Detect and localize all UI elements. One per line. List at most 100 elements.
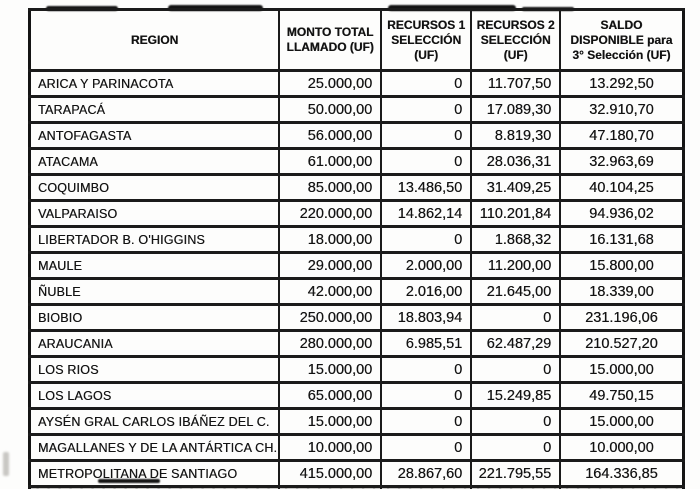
monto-cell: 65.000,00: [278, 381, 383, 410]
recursos2-cell: 1.868,32: [470, 225, 562, 254]
monto-cell: 42.000,00: [278, 277, 383, 306]
saldo-cell: 49.750,15: [559, 381, 685, 410]
total-recursos1-cell: 87.021,69: [380, 485, 473, 489]
region-cell: ÑUBLE: [28, 277, 281, 306]
recursos1-cell: 0: [380, 381, 473, 410]
table-row: TARAPACÁ 50.000,00 0 17.089,30 32.910,70: [28, 95, 685, 124]
monto-cell: 250.000,00: [278, 303, 383, 332]
saldo-cell: 18.339,00: [559, 277, 685, 306]
monto-cell: 220.000,00: [278, 199, 383, 228]
recursos1-cell: 2.016,00: [380, 277, 473, 306]
recursos1-cell: 0: [380, 69, 473, 98]
monto-cell: 29.000,00: [278, 251, 383, 280]
total-recursos2-cell: 541.509,51: [470, 485, 562, 489]
saldo-cell: 231.196,06: [559, 303, 685, 332]
column-header-region: REGION: [28, 8, 281, 72]
monto-cell: 10.000,00: [278, 433, 383, 462]
table-row: METROPOLITANA DE SANTIAGO 415.000,00 28.…: [28, 459, 685, 488]
recursos1-cell: 13.486,50: [380, 173, 473, 202]
monto-cell: 25.000,00: [278, 69, 383, 98]
recursos1-cell: 28.867,60: [380, 459, 473, 488]
table-row: LIBERTADOR B. O'HIGGINS 18.000,00 0 1.86…: [28, 225, 685, 254]
recursos2-cell: 221.795,55: [470, 459, 562, 488]
table-row: COQUIMBO 85.000,00 13.486,50 31.409,25 4…: [28, 173, 685, 202]
total-saldo-cell: 1.007.468,80: [559, 485, 685, 489]
region-cell: COQUIMBO: [28, 173, 281, 202]
saldo-cell: 10.000,00: [559, 433, 685, 462]
monto-cell: 56.000,00: [278, 121, 383, 150]
recursos2-cell: 11.200,00: [470, 251, 562, 280]
saldo-cell: 16.131,68: [559, 225, 685, 254]
monto-cell: 415.000,00: [278, 459, 383, 488]
region-cell: VALPARAISO: [28, 199, 281, 228]
recursos2-cell: 8.819,30: [470, 121, 562, 150]
region-cell: BIOBIO: [28, 303, 281, 332]
region-cell: MAULE: [28, 251, 281, 280]
table-row: ANTOFAGASTA 56.000,00 0 8.819,30 47.180,…: [28, 121, 685, 150]
table-row: LOS RIOS 15.000,00 0 0 15.000,00: [28, 355, 685, 384]
region-cell: TARAPACÁ: [28, 95, 281, 124]
saldo-cell: 32.963,69: [559, 147, 685, 176]
recursos2-cell: 31.409,25: [470, 173, 562, 202]
recursos1-cell: 0: [380, 355, 473, 384]
region-cell: AYSÉN GRAL CARLOS IBÁÑEZ DEL C.: [28, 407, 281, 436]
saldo-cell: 40.104,25: [559, 173, 685, 202]
total-monto-cell: 1.636.000,00: [278, 485, 383, 489]
header-row: REGION MONTO TOTAL LLAMADO (UF) RECURSOS…: [28, 8, 685, 72]
saldo-cell: 32.910,70: [559, 95, 685, 124]
recursos1-cell: 0: [380, 433, 473, 462]
recursos2-cell: 0: [470, 303, 562, 332]
total-row: TOTAL 1.636.000,00 87.021,69 541.509,51 …: [28, 485, 685, 489]
total-label-cell: TOTAL: [28, 485, 281, 489]
saldo-cell: 13.292,50: [559, 69, 685, 98]
recursos1-cell: 0: [380, 95, 473, 124]
recursos2-cell: 28.036,31: [470, 147, 562, 176]
recursos1-cell: 18.803,94: [380, 303, 473, 332]
recursos2-cell: 0: [470, 355, 562, 384]
recursos1-cell: 0: [380, 225, 473, 254]
recursos2-cell: 62.487,29: [470, 329, 562, 358]
column-header-monto: MONTO TOTAL LLAMADO (UF): [278, 8, 383, 72]
table-row: ARAUCANIA 280.000,00 6.985,51 62.487,29 …: [28, 329, 685, 358]
saldo-cell: 210.527,20: [559, 329, 685, 358]
scan-artifact: [3, 452, 9, 476]
table-row: MAGALLANES Y DE LA ANTÁRTICA CH. 10.000,…: [28, 433, 685, 462]
saldo-cell: 15.000,00: [559, 355, 685, 384]
region-cell: LIBERTADOR B. O'HIGGINS: [28, 225, 281, 254]
saldo-cell: 15.000,00: [559, 407, 685, 436]
recursos1-cell: 0: [380, 121, 473, 150]
region-cell: ARICA Y PARINACOTA: [28, 69, 281, 98]
monto-cell: 18.000,00: [278, 225, 383, 254]
table-row: AYSÉN GRAL CARLOS IBÁÑEZ DEL C. 15.000,0…: [28, 407, 685, 436]
table-row: MAULE 29.000,00 2.000,00 11.200,00 15.80…: [28, 251, 685, 280]
region-cell: ARAUCANIA: [28, 329, 281, 358]
monto-cell: 15.000,00: [278, 355, 383, 384]
monto-cell: 280.000,00: [278, 329, 383, 358]
table-row: ATACAMA 61.000,00 0 28.036,31 32.963,69: [28, 147, 685, 176]
table-row: LOS LAGOS 65.000,00 0 15.249,85 49.750,1…: [28, 381, 685, 410]
column-header-saldo: SALDO DISPONIBLE para 3° Selección (UF): [559, 8, 685, 72]
saldo-cell: 164.336,85: [559, 459, 685, 488]
table-row: ÑUBLE 42.000,00 2.016,00 21.645,00 18.33…: [28, 277, 685, 306]
monto-cell: 50.000,00: [278, 95, 383, 124]
saldo-cell: 15.800,00: [559, 251, 685, 280]
table-row: ARICA Y PARINACOTA 25.000,00 0 11.707,50…: [28, 69, 685, 98]
saldo-cell: 47.180,70: [559, 121, 685, 150]
recursos1-cell: 2.000,00: [380, 251, 473, 280]
monto-cell: 61.000,00: [278, 147, 383, 176]
recursos1-cell: 6.985,51: [380, 329, 473, 358]
column-header-recursos1: RECURSOS 1 SELECCIÓN (UF): [380, 8, 473, 72]
region-cell: MAGALLANES Y DE LA ANTÁRTICA CH.: [28, 433, 281, 462]
region-cell: METROPOLITANA DE SANTIAGO: [28, 459, 281, 488]
recursos1-cell: 0: [380, 407, 473, 436]
recursos2-cell: 15.249,85: [470, 381, 562, 410]
monto-cell: 15.000,00: [278, 407, 383, 436]
budget-table: REGION MONTO TOTAL LLAMADO (UF) RECURSOS…: [28, 8, 685, 489]
recursos1-cell: 0: [380, 147, 473, 176]
recursos2-cell: 110.201,84: [470, 199, 562, 228]
recursos2-cell: 11.707,50: [470, 69, 562, 98]
recursos2-cell: 21.645,00: [470, 277, 562, 306]
table-row: BIOBIO 250.000,00 18.803,94 0 231.196,06: [28, 303, 685, 332]
saldo-cell: 94.936,02: [559, 199, 685, 228]
